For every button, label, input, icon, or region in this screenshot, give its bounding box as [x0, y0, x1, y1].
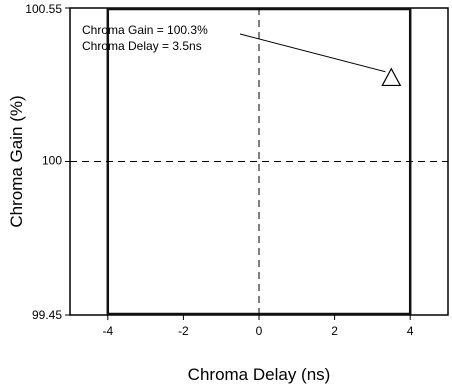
annotation-line-gain: Chroma Gain = 100.3% [82, 23, 208, 37]
x-axis-ticks: -4 -2 0 2 4 [102, 315, 414, 338]
data-point-triangle [381, 67, 402, 87]
x-axis-label: Chroma Delay (ns) [188, 365, 331, 384]
x-tick-label: 4 [407, 324, 414, 338]
x-tick-label: -2 [178, 324, 189, 338]
y-tick-label: 100.55 [25, 2, 62, 16]
x-tick-label: -4 [102, 324, 113, 338]
y-tick-label: 99.45 [32, 308, 62, 322]
x-tick-label: 2 [331, 324, 338, 338]
annotation-line-delay: Chroma Delay = 3.5ns [82, 39, 202, 53]
plot-frame [69, 7, 449, 316]
y-axis-label: Chroma Gain (%) [7, 95, 26, 227]
annotation-leader-line [239, 33, 386, 73]
x-tick-label: 0 [256, 324, 263, 338]
y-tick-label: 100 [42, 154, 62, 168]
data-points [381, 67, 402, 87]
y-axis-ticks: 99.45 100 100.55 [25, 2, 70, 322]
